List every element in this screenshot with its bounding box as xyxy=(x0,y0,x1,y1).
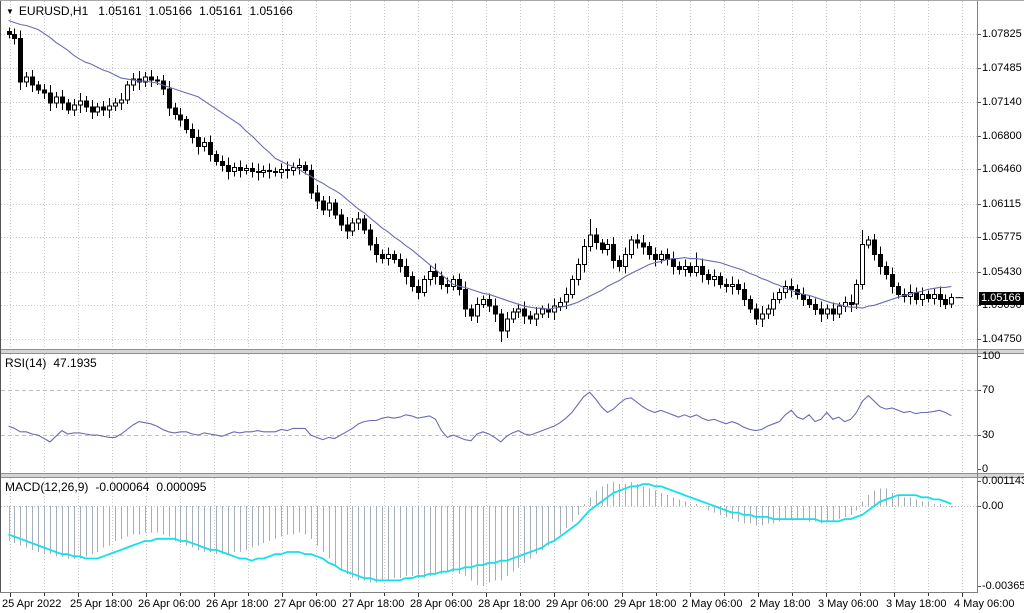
current-price-badge: 1.05166 xyxy=(979,292,1024,305)
price-axis-tick xyxy=(978,339,981,340)
axis-frame-border xyxy=(977,1,978,593)
macd-axis-label: -0.003656 xyxy=(982,580,1024,592)
time-axis-tick xyxy=(316,593,317,596)
time-axis-tick xyxy=(554,593,555,597)
price-axis-label: 1.07825 xyxy=(982,28,1022,40)
rsi-axis-tick xyxy=(978,390,981,391)
chart-dropdown-icon[interactable]: ▼ xyxy=(6,7,14,16)
time-axis-label: 2 May 18:00 xyxy=(750,598,811,610)
time-axis-label: 3 May 18:00 xyxy=(886,598,947,610)
rsi-label: RSI(14) xyxy=(5,356,47,370)
macd-axis-tick xyxy=(978,481,981,482)
rsi-axis-tick xyxy=(978,469,981,470)
left-frame-border xyxy=(0,1,1,593)
quote-high: 1.05166 xyxy=(148,4,193,18)
price-axis-label: 1.05775 xyxy=(982,231,1022,243)
panel-splitter[interactable] xyxy=(0,473,1024,478)
price-axis-label: 1.05430 xyxy=(982,266,1022,278)
time-axis-tick xyxy=(248,593,249,596)
time-axis-label: 4 May 06:00 xyxy=(954,598,1015,610)
time-axis-tick xyxy=(350,593,351,597)
macd-chart-canvas[interactable] xyxy=(0,478,978,592)
macd-axis-label: 0.00 xyxy=(982,500,1004,512)
price-axis-label: 1.06460 xyxy=(982,163,1022,175)
time-axis-label: 26 Apr 06:00 xyxy=(138,598,201,610)
price-axis-tick xyxy=(978,136,981,137)
time-axis-label: 2 May 06:00 xyxy=(682,598,743,610)
price-axis-label: 1.06800 xyxy=(982,130,1022,142)
time-axis-tick xyxy=(78,593,79,597)
time-axis-tick xyxy=(724,593,725,596)
quote-close: 1.05166 xyxy=(249,4,293,18)
time-axis-label: 25 Apr 18:00 xyxy=(70,598,133,610)
rsi-axis-label: 30 xyxy=(982,429,995,441)
price-axis-tick xyxy=(978,272,981,273)
price-axis-label: 1.04750 xyxy=(982,333,1022,345)
time-axis-label: 25 Apr 2022 xyxy=(2,598,62,610)
quote-open: 1.05161 xyxy=(98,4,142,18)
time-axis-tick xyxy=(384,593,385,596)
price-axis-tick xyxy=(978,237,981,238)
time-axis-tick xyxy=(112,593,113,596)
price-axis-label: 1.07140 xyxy=(982,96,1022,108)
time-axis-tick xyxy=(894,593,895,597)
time-axis-tick xyxy=(690,593,691,597)
time-axis-tick xyxy=(180,593,181,596)
time-axis-tick xyxy=(214,593,215,597)
price-axis-tick xyxy=(978,102,981,103)
time-axis-tick xyxy=(44,593,45,596)
time-axis-tick xyxy=(622,593,623,597)
macd-value-1: -0.000064 xyxy=(95,480,150,494)
bottom-frame-border xyxy=(0,592,978,593)
time-axis-label: 27 Apr 18:00 xyxy=(342,598,405,610)
time-axis-tick xyxy=(860,593,861,596)
symbol-period-label: EURUSD,H1 xyxy=(18,4,89,18)
rsi-chart-canvas[interactable] xyxy=(0,354,978,473)
time-axis-label: 27 Apr 06:00 xyxy=(274,598,337,610)
price-axis-tick xyxy=(978,68,981,69)
time-axis-tick xyxy=(146,593,147,597)
time-axis-tick xyxy=(282,593,283,597)
rsi-axis-label: 70 xyxy=(982,384,995,396)
time-axis-label: 3 May 06:00 xyxy=(818,598,879,610)
macd-label: MACD(12,26,9) xyxy=(5,480,89,494)
time-axis-tick xyxy=(656,593,657,596)
price-chart-canvas[interactable] xyxy=(0,1,978,349)
time-axis-tick xyxy=(758,593,759,597)
time-axis-tick xyxy=(520,593,521,596)
time-axis-label: 29 Apr 06:00 xyxy=(546,598,609,610)
macd-header: MACD(12,26,9) -0.000064 0.000095 xyxy=(5,481,206,494)
price-axis-label: 1.07485 xyxy=(982,62,1022,74)
rsi-axis-tick xyxy=(978,356,981,357)
quote-low: 1.05161 xyxy=(199,4,243,18)
price-axis-tick xyxy=(978,204,981,205)
time-axis-label: 28 Apr 18:00 xyxy=(478,598,541,610)
macd-value-2: 0.000095 xyxy=(156,480,207,494)
rsi-header: RSI(14) 47.1935 xyxy=(5,357,97,370)
panel-splitter[interactable] xyxy=(0,349,1024,354)
price-axis-tick xyxy=(978,305,981,306)
price-axis-tick xyxy=(978,34,981,35)
time-axis-tick xyxy=(486,593,487,597)
time-axis-tick xyxy=(962,593,963,597)
time-axis-label: 26 Apr 18:00 xyxy=(206,598,269,610)
time-axis-label: 28 Apr 06:00 xyxy=(410,598,473,610)
time-axis-tick xyxy=(928,593,929,596)
time-axis-tick xyxy=(452,593,453,596)
rsi-axis-tick xyxy=(978,435,981,436)
time-axis-label: 29 Apr 18:00 xyxy=(614,598,677,610)
chart-header: ▼ EURUSD,H1 1.05161 1.05166 1.05161 1.05166 xyxy=(6,5,300,19)
macd-axis-tick xyxy=(978,506,981,507)
macd-axis-tick xyxy=(978,586,981,587)
time-axis-tick xyxy=(10,593,11,597)
time-axis-tick xyxy=(588,593,589,596)
time-axis-tick xyxy=(826,593,827,597)
rsi-value: 47.1935 xyxy=(53,356,97,370)
time-axis-tick xyxy=(418,593,419,597)
price-axis-label: 1.06115 xyxy=(982,198,1021,210)
time-axis-tick xyxy=(792,593,793,596)
price-axis-tick xyxy=(978,169,981,170)
